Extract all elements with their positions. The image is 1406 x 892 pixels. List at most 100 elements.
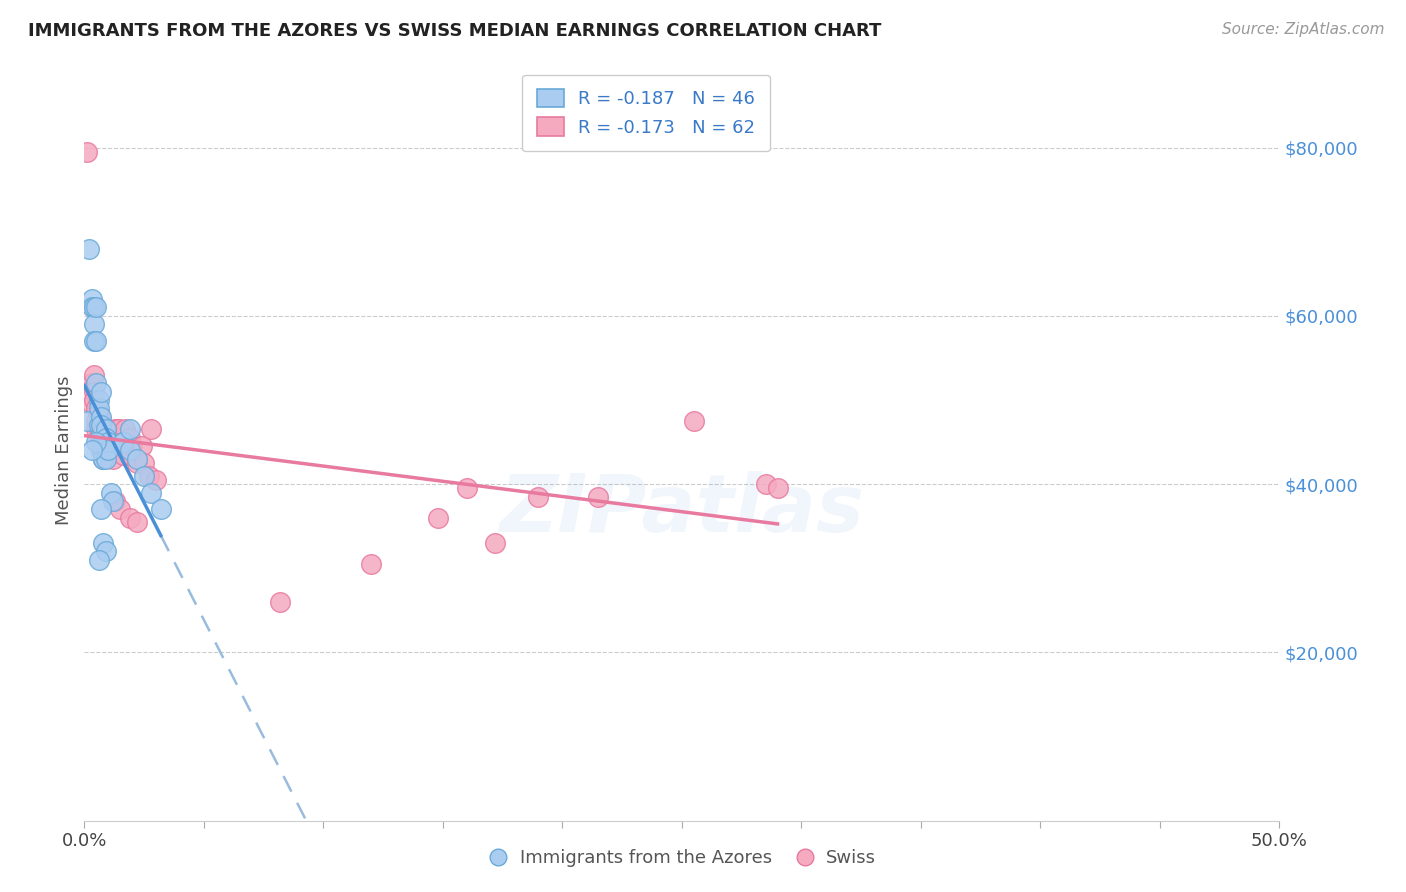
Point: [90, 384, 112, 399]
Point: [94, 422, 117, 436]
Point: [83, 318, 105, 332]
Point: [90, 414, 112, 428]
Point: [107, 439, 129, 453]
Point: [90, 443, 112, 458]
Point: [588, 490, 610, 504]
Point: [90, 443, 112, 458]
Point: [360, 557, 382, 571]
Point: [80, 397, 103, 411]
Point: [97, 439, 120, 453]
Point: [104, 439, 127, 453]
Point: [94, 422, 117, 436]
Point: [111, 448, 134, 462]
Point: [90, 409, 112, 424]
Point: [86, 414, 108, 428]
Point: [83, 380, 105, 394]
Point: [107, 422, 129, 436]
Point: [86, 401, 108, 416]
Point: [93, 435, 115, 450]
Point: [118, 422, 141, 436]
Point: [90, 431, 112, 445]
Point: [427, 510, 450, 524]
Point: [114, 422, 136, 436]
Point: [86, 422, 108, 436]
Point: [90, 502, 112, 516]
Point: [97, 439, 120, 453]
Point: [76, 145, 98, 159]
Point: [87, 406, 110, 420]
Point: [111, 439, 134, 453]
Point: [80, 376, 103, 391]
Point: [118, 510, 141, 524]
Point: [90, 426, 112, 441]
Point: [269, 595, 291, 609]
Text: IMMIGRANTS FROM THE AZORES VS SWISS MEDIAN EARNINGS CORRELATION CHART: IMMIGRANTS FROM THE AZORES VS SWISS MEDI…: [28, 22, 882, 40]
Point: [118, 448, 141, 462]
Point: [125, 451, 148, 466]
Point: [87, 401, 110, 416]
Point: [94, 443, 117, 458]
Point: [86, 435, 108, 450]
Point: [80, 301, 103, 315]
Point: [76, 414, 98, 428]
Point: [94, 431, 117, 445]
Point: [118, 431, 141, 445]
Y-axis label: Median Earnings: Median Earnings: [55, 376, 73, 525]
Point: [131, 439, 153, 453]
Point: [87, 392, 110, 407]
Point: [87, 553, 110, 567]
Point: [111, 435, 134, 450]
Point: [90, 418, 112, 433]
Point: [94, 439, 117, 453]
Point: [93, 451, 115, 466]
Point: [456, 481, 478, 495]
Point: [110, 502, 132, 516]
Point: [90, 435, 112, 450]
Point: [111, 435, 134, 450]
Point: [83, 301, 105, 315]
Point: [94, 544, 117, 558]
Point: [110, 431, 132, 445]
Point: [145, 473, 167, 487]
Point: [149, 502, 172, 516]
Text: ZIPatlas: ZIPatlas: [499, 471, 865, 549]
Point: [93, 443, 115, 458]
Point: [141, 422, 163, 436]
Point: [141, 485, 163, 500]
Point: [93, 536, 115, 550]
Point: [90, 422, 112, 436]
Point: [97, 435, 120, 450]
Point: [125, 456, 148, 470]
Point: [97, 443, 120, 458]
Point: [93, 451, 115, 466]
Point: [93, 443, 115, 458]
Point: [132, 468, 156, 483]
Point: [86, 334, 108, 348]
Point: [125, 515, 148, 529]
Point: [90, 439, 112, 453]
Point: [101, 494, 124, 508]
Legend: Immigrants from the Azores, Swiss: Immigrants from the Azores, Swiss: [481, 842, 883, 874]
Point: [94, 451, 117, 466]
Point: [94, 431, 117, 445]
Point: [94, 448, 117, 462]
Point: [138, 468, 160, 483]
Point: [484, 536, 506, 550]
Point: [100, 443, 122, 458]
Point: [87, 422, 110, 436]
Point: [766, 481, 789, 495]
Point: [107, 422, 129, 436]
Point: [121, 439, 143, 453]
Point: [755, 477, 778, 491]
Point: [118, 443, 141, 458]
Point: [83, 384, 105, 399]
Point: [100, 485, 122, 500]
Point: [527, 490, 550, 504]
Point: [683, 414, 706, 428]
Point: [77, 242, 100, 256]
Point: [101, 451, 124, 466]
Point: [80, 443, 103, 458]
Point: [93, 431, 115, 445]
Point: [87, 435, 110, 450]
Point: [80, 292, 103, 306]
